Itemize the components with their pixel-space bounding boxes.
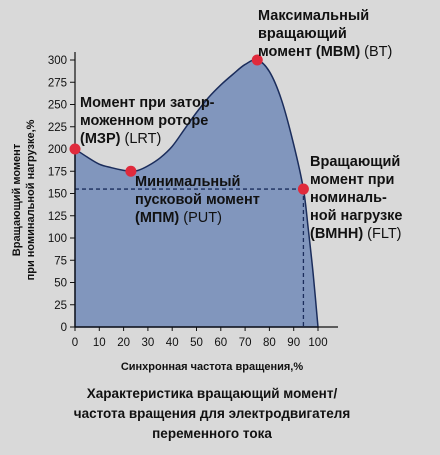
x-tick-label: 80: [263, 337, 276, 349]
y-tick-label: 100: [48, 233, 67, 245]
annotation-flt-line3: номиналь-: [310, 190, 387, 206]
marker-lrt: [69, 143, 81, 155]
y-tick-label: 125: [48, 211, 67, 223]
annotation-lrt-line2: моженном роторе: [80, 113, 208, 129]
annotation-flt: Вращающий момент при номиналь- ной нагру…: [310, 154, 403, 242]
y-tick-label: 50: [54, 278, 67, 290]
x-tick-label: 100: [308, 337, 327, 349]
caption-line3: переменного тока: [152, 426, 272, 441]
caption-line2: частота вращения для электродвигателя: [74, 406, 350, 421]
annotation-put-line2: пусковой момент: [135, 192, 260, 208]
x-axis-title: Синхронная частота вращения,%: [121, 361, 304, 373]
marker-flt: [297, 183, 309, 195]
annotation-lrt-line3: (МЗР) (LRT): [80, 131, 161, 147]
y-tick-label: 200: [48, 144, 67, 156]
x-tick-label: 60: [214, 337, 227, 349]
x-tick-label: 40: [166, 337, 179, 349]
annotation-flt-line5: (ВМНН) (FLT): [310, 226, 402, 242]
y-tick-label: 0: [61, 322, 67, 334]
torque-area: [74, 59, 319, 328]
annotation-put: Минимальный пусковой момент (МПМ) (PUT): [135, 174, 260, 226]
y-axis-ticks: 0 25 50 75 100 125 150 175 200 225 250 275 300: [48, 55, 75, 334]
y-tick-label: 225: [48, 122, 67, 134]
x-tick-label: 20: [117, 337, 130, 349]
y-tick-label: 250: [48, 100, 67, 112]
x-tick-label: 30: [142, 337, 155, 349]
annotation-bt: Максимальный вращающий момент (МВМ) (BT): [258, 8, 392, 60]
annotation-lrt: Момент при затор- моженном роторе (МЗР)(…: [80, 95, 215, 147]
y-tick-label: 300: [48, 55, 67, 67]
y-axis-title-line2: при номинальной нагрузке,%: [25, 119, 37, 280]
key-point-markers: [69, 54, 309, 195]
annotation-flt-line1: Вращающий: [310, 154, 400, 170]
marker-bt: [251, 54, 263, 66]
annotation-flt-line2: момент при: [310, 172, 394, 188]
annotation-flt-line4: ной нагрузке: [310, 208, 403, 224]
y-tick-label: 25: [54, 300, 67, 312]
annotation-lrt-line1: Момент при затор-: [80, 95, 215, 111]
y-tick-label: 275: [48, 77, 67, 89]
y-tick-label: 75: [54, 255, 67, 267]
x-tick-label: 70: [239, 337, 252, 349]
figure-caption: Характеристика вращающий момент/ частота…: [74, 386, 350, 441]
x-tick-label: 10: [93, 337, 106, 349]
y-tick-label: 150: [48, 189, 67, 201]
annotation-bt-line3: момент (МВМ) (BT): [258, 44, 392, 60]
annotation-put-line3: (МПМ) (PUT): [135, 210, 222, 226]
marker-put: [125, 165, 137, 177]
caption-line1: Характеристика вращающий момент/: [87, 386, 338, 401]
annotation-bt-line1: Максимальный: [258, 8, 369, 24]
x-axis-ticks: 0 10 20 30 40 50 60 70 80 90 100: [72, 327, 328, 349]
y-axis-title-line1: Вращающий момент: [11, 143, 23, 256]
x-tick-label: 0: [72, 337, 78, 349]
x-tick-label: 90: [287, 337, 300, 349]
annotation-bt-line2: вращающий: [258, 26, 347, 42]
x-tick-label: 50: [190, 337, 203, 349]
annotation-put-line1: Минимальный: [135, 174, 240, 190]
y-tick-label: 175: [48, 166, 67, 178]
